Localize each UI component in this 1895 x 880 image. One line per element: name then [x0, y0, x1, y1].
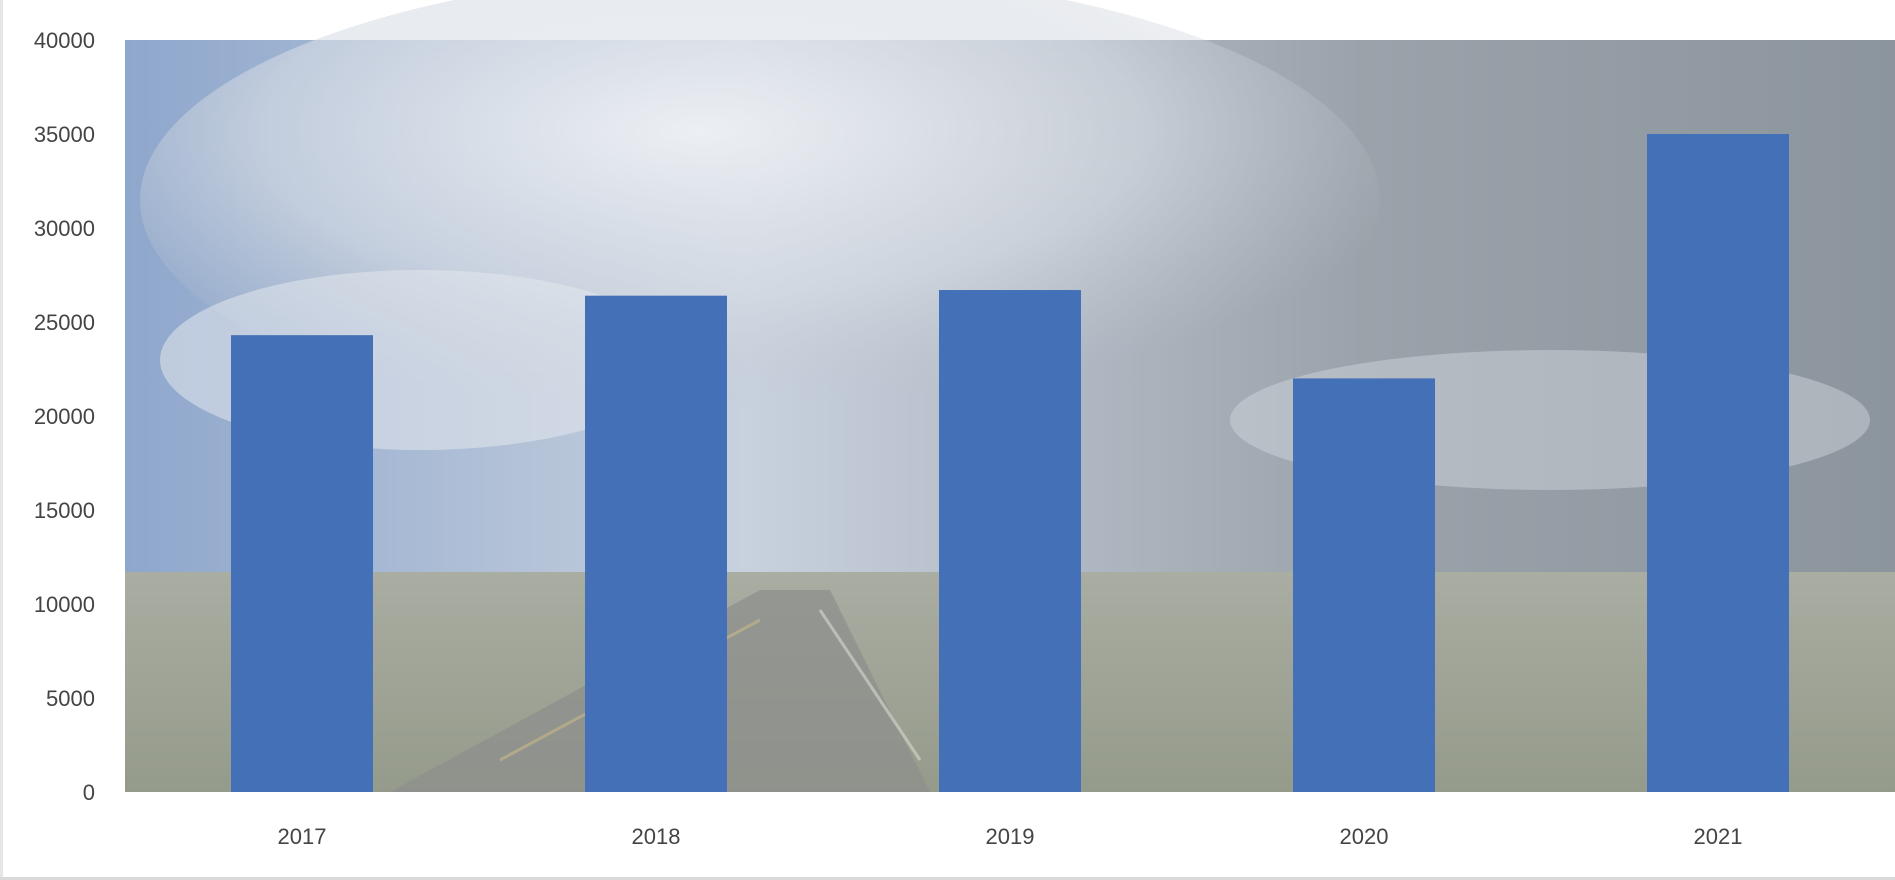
x-tick-label-2018: 2018 — [632, 824, 681, 849]
y-tick-label-40000: 40000 — [34, 28, 95, 53]
y-tick-label-0: 0 — [83, 780, 95, 805]
x-tick-label-2017: 2017 — [278, 824, 327, 849]
bar-2021 — [1647, 134, 1789, 792]
y-tick-label-15000: 15000 — [34, 498, 95, 523]
y-tick-label-30000: 30000 — [34, 216, 95, 241]
y-tick-label-25000: 25000 — [34, 310, 95, 335]
x-axis-ticks: 2017 2018 2019 2020 2021 — [278, 824, 1743, 849]
x-tick-label-2020: 2020 — [1340, 824, 1389, 849]
bar-2017 — [231, 335, 373, 792]
y-tick-label-5000: 5000 — [46, 686, 95, 711]
x-tick-label-2021: 2021 — [1694, 824, 1743, 849]
bars — [231, 134, 1789, 792]
bar-2020 — [1293, 378, 1435, 792]
bar-2018 — [585, 295, 727, 792]
y-tick-label-10000: 10000 — [34, 592, 95, 617]
y-tick-label-20000: 20000 — [34, 404, 95, 429]
y-tick-label-35000: 35000 — [34, 122, 95, 147]
y-axis-ticks: 0 5000 10000 15000 20000 25000 30000 35000 40000 — [34, 28, 95, 805]
bar-2019 — [939, 290, 1081, 792]
x-tick-label-2019: 2019 — [986, 824, 1035, 849]
